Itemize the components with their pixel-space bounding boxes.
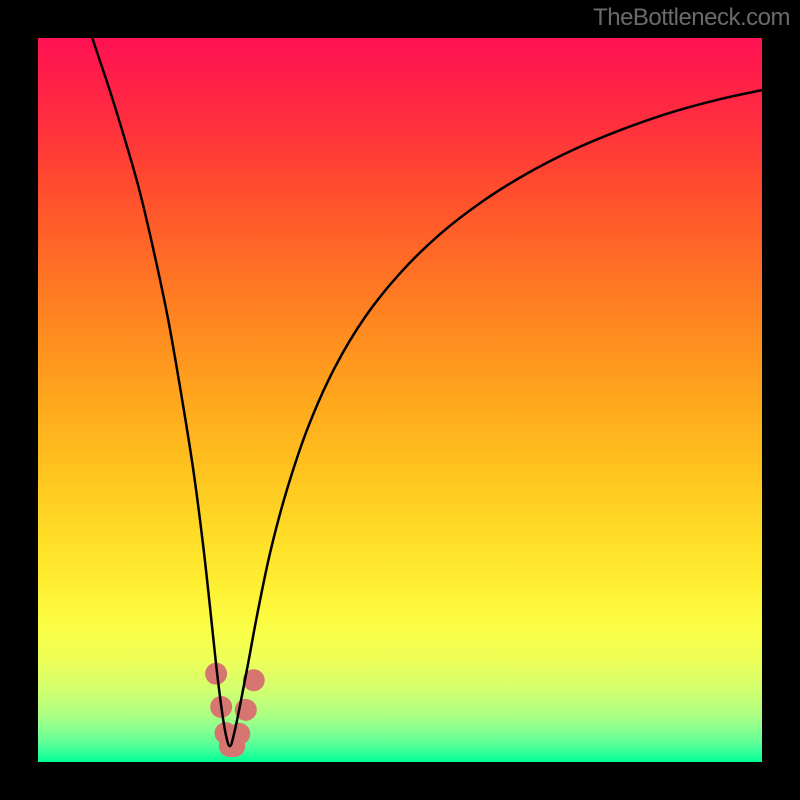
- bottleneck-chart: [0, 0, 800, 800]
- watermark-text: TheBottleneck.com: [593, 4, 790, 32]
- chart-container: TheBottleneck.com: [0, 0, 800, 800]
